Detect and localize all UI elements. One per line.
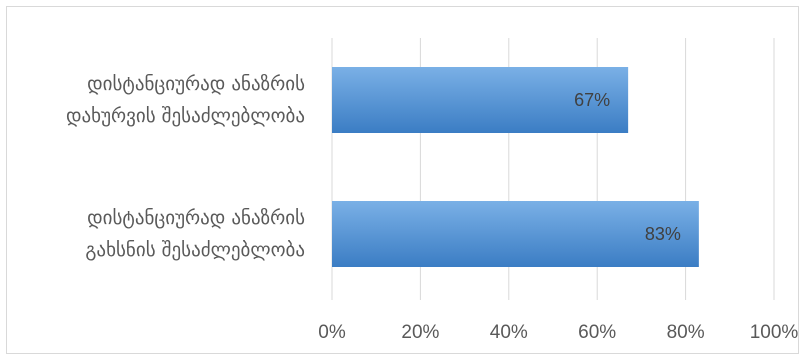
- x-tick-label: 80%: [667, 322, 705, 343]
- chart-frame: [6, 6, 799, 354]
- data-label: 83%: [645, 224, 681, 244]
- category-label: გახსნის შესაძლებლობა: [85, 239, 305, 261]
- labels: 0% 20% 40% 60% 80% 100% 67% დისტანციურად ანაზრი…: [66, 73, 798, 343]
- x-tick-label: 0%: [318, 322, 346, 343]
- category-label: დისტანციურად ანაზრის: [87, 73, 305, 95]
- x-tick-label: 100%: [750, 322, 799, 343]
- x-tick-label: 40%: [490, 322, 528, 343]
- category-label: დახურვის შესაძლებლობა: [66, 105, 305, 127]
- data-label: 67%: [574, 90, 610, 110]
- bar: [332, 67, 629, 133]
- bars: [332, 67, 699, 267]
- category-label: დისტანციურად ანაზრის: [87, 207, 305, 229]
- x-tick-label: 60%: [578, 322, 616, 343]
- bar: [332, 201, 699, 267]
- x-tick-label: 20%: [401, 322, 439, 343]
